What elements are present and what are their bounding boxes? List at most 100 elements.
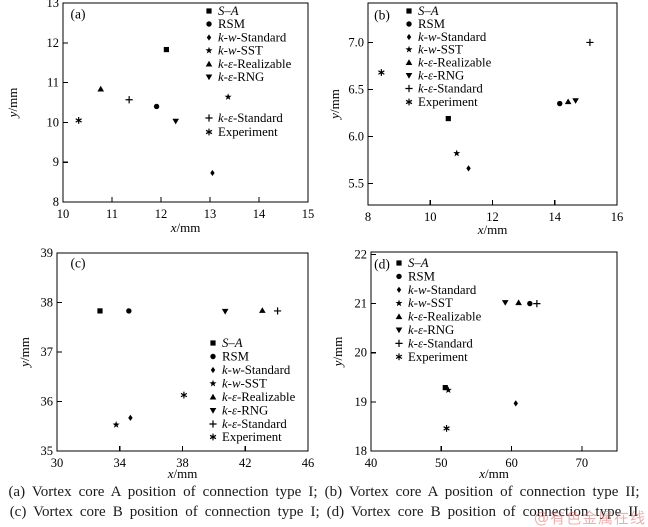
x-axis-label: x/mm xyxy=(478,466,509,481)
legend-marker-k-e-rng xyxy=(205,74,213,81)
legend-marker-k-e-standard xyxy=(395,339,403,347)
plot-border xyxy=(367,2,618,206)
legend-label-k-e-standard: k-ε-Standard xyxy=(418,82,483,96)
panel-label: (c) xyxy=(71,256,86,271)
plot-border xyxy=(62,2,309,203)
x-tick-label: 34 xyxy=(114,456,127,470)
x-tick-label: 40 xyxy=(365,456,378,470)
x-axis-label: x/mm xyxy=(170,220,201,235)
legend-marker-rsm xyxy=(210,353,216,360)
x-tick-label: 10 xyxy=(57,207,70,221)
data-point-rsm xyxy=(557,100,563,107)
y-tick-label: 38 xyxy=(41,296,54,310)
data-point-experiment xyxy=(75,117,82,124)
legend-label-s-a: S–A xyxy=(418,4,439,18)
x-tick-label: 70 xyxy=(576,456,589,470)
legend-marker-k-e-realizable xyxy=(405,59,413,65)
legend-label-k-w-sst: k-w-SST xyxy=(222,377,267,391)
x-tick-label: 14 xyxy=(549,210,562,224)
x-tick-label: 16 xyxy=(611,210,624,224)
legend-marker-s-a xyxy=(206,8,212,14)
legend-label-k-e-rng: k-ε-RNG xyxy=(222,404,268,418)
legend-marker-experiment xyxy=(405,98,413,106)
x-axis-label: x/mm xyxy=(477,222,508,237)
legend-marker-rsm xyxy=(406,21,412,27)
legend-marker-k-w-sst xyxy=(395,299,403,307)
y-tick-label: 37 xyxy=(41,345,54,359)
legend-label-k-e-standard: k-ε-Standard xyxy=(218,111,283,125)
y-axis-label: y/mm xyxy=(5,88,20,120)
y-tick-label: 13 xyxy=(47,0,60,10)
legend-marker-experiment xyxy=(205,128,213,136)
legend-marker-experiment xyxy=(395,353,403,361)
data-point-experiment xyxy=(443,424,450,432)
data-point-rsm xyxy=(153,103,160,110)
data-point-k-e-realizable xyxy=(564,98,572,105)
y-tick-label: 6.5 xyxy=(348,82,364,96)
data-point-experiment xyxy=(378,69,385,76)
legend-marker-k-w-standard xyxy=(206,34,212,41)
legend-label-k-e-realizable: k-ε-Realizable xyxy=(418,56,492,70)
legend-marker-k-e-rng xyxy=(405,73,413,79)
legend-marker-s-a xyxy=(406,8,412,14)
x-tick-label: 12 xyxy=(155,207,168,221)
x-tick-label: 14 xyxy=(253,207,266,221)
legend-label-k-e-realizable: k-ε-Realizable xyxy=(218,57,292,71)
x-tick-label: 42 xyxy=(239,456,252,470)
legend-label-s-a: S–A xyxy=(218,4,239,18)
data-point-k-e-standard xyxy=(125,96,133,104)
y-tick-label: 8 xyxy=(53,195,59,209)
x-tick-label: 60 xyxy=(505,456,518,470)
y-tick-label: 11 xyxy=(47,76,59,90)
legend-label-rsm: RSM xyxy=(418,17,445,31)
y-tick-label: 12 xyxy=(47,36,60,50)
data-point-k-e-rng xyxy=(172,118,179,125)
y-tick-label: 10 xyxy=(47,115,60,129)
data-point-k-e-rng xyxy=(572,98,579,104)
caption-line-2: (c) Vortex core B position of connection… xyxy=(9,504,639,520)
y-tick-label: 21 xyxy=(355,297,368,311)
data-point-rsm xyxy=(126,308,132,314)
panel-c-plot: 30 34 38 42 463536373839x/mmy/mm(c)S–ARSMk-w… xyxy=(0,240,324,480)
data-point-k-e-standard xyxy=(533,299,541,308)
legend-label-experiment: Experiment xyxy=(218,125,278,139)
x-tick-label: 38 xyxy=(176,456,189,470)
data-point-k-e-realizable xyxy=(97,85,105,92)
legend-label-k-w-sst: k-w-SST xyxy=(408,296,453,310)
data-point-k-w-standard xyxy=(128,414,133,421)
x-axis-label: x/mm xyxy=(167,466,198,481)
y-tick-label: 22 xyxy=(355,247,368,261)
legend-marker-k-w-sst xyxy=(209,379,217,387)
legend-label-rsm: RSM xyxy=(222,350,249,364)
legend-marker-rsm xyxy=(206,21,212,27)
legend-marker-k-e-rng xyxy=(209,408,217,414)
data-point-k-e-realizable xyxy=(259,307,266,313)
legend-marker-k-e-realizable xyxy=(205,60,213,67)
y-tick-label: 35 xyxy=(41,444,54,458)
legend-marker-k-e-standard xyxy=(205,114,213,122)
y-tick-label: 7.0 xyxy=(348,35,364,49)
legend-label-s-a: S–A xyxy=(408,256,429,270)
data-point-k-e-rng xyxy=(221,308,229,315)
legend-marker-k-e-realizable xyxy=(209,393,217,400)
legend-label-experiment: Experiment xyxy=(222,430,282,444)
legend-marker-k-w-sst xyxy=(205,46,213,54)
data-point-experiment xyxy=(180,391,188,399)
plot-border xyxy=(370,251,618,452)
data-point-s-a xyxy=(163,46,169,53)
legend-label-experiment: Experiment xyxy=(408,350,468,364)
legend-label-k-w-sst: k-w-SST xyxy=(418,43,463,57)
figure-caption: (a) Vortex core A position of connection… xyxy=(0,482,648,527)
legend-marker-k-w-sst xyxy=(405,45,413,53)
legend-label-experiment: Experiment xyxy=(418,95,478,109)
legend-marker-rsm xyxy=(396,273,402,280)
legend-label-k-e-rng: k-ε-RNG xyxy=(408,323,454,337)
data-point-k-w-sst xyxy=(444,386,452,394)
legend-label-k-w-sst: k-w-SST xyxy=(218,44,263,58)
y-tick-label: 6.0 xyxy=(348,129,364,143)
y-tick-label: 39 xyxy=(41,246,54,260)
legend-label-rsm: RSM xyxy=(218,17,245,31)
data-point-s-a xyxy=(97,308,103,314)
